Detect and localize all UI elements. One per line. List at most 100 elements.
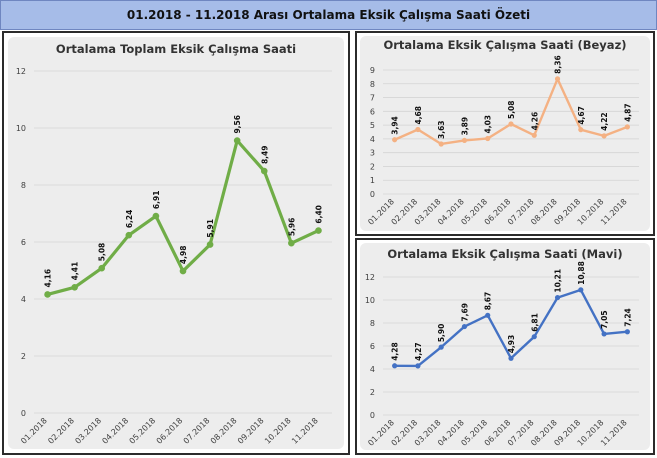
y-tick-label: 8 (370, 80, 375, 89)
y-tick-label: 2 (21, 352, 26, 361)
y-tick-label: 12 (16, 67, 26, 76)
data-point (44, 291, 51, 298)
y-tick-label: 6 (370, 342, 375, 351)
data-label: 4,93 (507, 335, 516, 354)
plot-background (8, 37, 344, 449)
data-label: 4,16 (44, 269, 53, 288)
data-point (415, 363, 421, 369)
data-label: 6,40 (314, 205, 323, 224)
data-point (624, 329, 630, 335)
data-label: 4,26 (530, 112, 539, 131)
y-tick-label: 10 (365, 296, 375, 305)
data-point (392, 363, 398, 369)
data-label: 4,41 (71, 262, 80, 281)
data-label: 10,21 (554, 269, 563, 293)
data-label: 9,56 (233, 115, 242, 134)
y-tick-label: 1 (370, 176, 375, 185)
y-tick-label: 0 (370, 190, 375, 199)
data-point (601, 331, 607, 337)
data-point (71, 284, 78, 291)
y-tick-label: 4 (370, 135, 375, 144)
data-label: 6,81 (530, 313, 539, 332)
data-label: 6,24 (125, 210, 134, 229)
data-point (260, 167, 268, 175)
y-tick-label: 5 (370, 121, 375, 130)
chart-title: Ortalama Eksik Çalışma Saati (Mavi) (387, 247, 622, 261)
data-point (531, 132, 537, 138)
data-point (554, 76, 561, 82)
y-tick-label: 2 (370, 162, 375, 171)
y-tick-label: 0 (21, 409, 26, 418)
data-label: 4,98 (179, 246, 188, 265)
chart-total: Ortalama Toplam Eksik Çalışma Saati 0 2 4 6 8… (8, 37, 344, 449)
data-point (485, 312, 491, 318)
page-title: 01.2018 - 11.2018 Arası Ortalama Eksik Ç… (126, 8, 531, 22)
data-point (601, 133, 607, 139)
data-point (415, 126, 421, 133)
data-label: 8,67 (484, 292, 493, 311)
data-label: 8,36 (554, 55, 563, 74)
y-tick-label: 3 (370, 149, 375, 158)
data-label: 5,91 (206, 219, 215, 238)
data-label: 6,91 (152, 191, 161, 210)
y-tick-label: 4 (21, 295, 26, 304)
y-tick-label: 12 (365, 273, 375, 282)
data-point (624, 124, 630, 130)
chart-title: Ortalama Toplam Eksik Çalışma Saati (56, 42, 296, 56)
chart-title: Ortalama Eksik Çalışma Saati (Beyaz) (383, 38, 626, 52)
chart-panel-total: Ortalama Toplam Eksik Çalışma Saati 0 2 4 6 8… (2, 31, 350, 455)
y-tick-label: 9 (370, 66, 375, 75)
data-point (508, 355, 514, 361)
y-tick-label: 6 (370, 107, 375, 116)
data-label: 3,63 (437, 120, 446, 139)
data-point (508, 121, 514, 127)
data-label: 4,87 (623, 103, 632, 122)
page-banner: 01.2018 - 11.2018 Arası Ortalama Eksik Ç… (0, 0, 657, 30)
data-label: 7,69 (460, 303, 469, 322)
y-tick-label: 0 (370, 411, 375, 420)
data-point (206, 241, 214, 248)
data-point (179, 267, 187, 275)
data-point (125, 231, 133, 239)
data-point (288, 239, 295, 247)
data-label: 7,05 (600, 310, 609, 329)
data-point (315, 227, 322, 234)
data-point (98, 264, 106, 272)
data-point (531, 334, 537, 340)
data-point (392, 137, 398, 143)
data-label: 4,27 (414, 342, 423, 361)
data-label: 5,96 (287, 218, 296, 237)
y-tick-label: 8 (21, 181, 26, 190)
data-label: 3,94 (391, 116, 400, 135)
y-tick-label: 4 (370, 365, 375, 374)
data-label: 3,89 (460, 117, 469, 136)
y-tick-label: 2 (370, 388, 375, 397)
plot-background (360, 36, 650, 231)
data-label: 4,68 (414, 106, 423, 125)
data-label: 5,08 (98, 243, 107, 262)
data-point (578, 287, 584, 293)
chart-mavi: Ortalama Eksik Çalışma Saati (Mavi) 0 2 4 6 8… (360, 243, 650, 450)
data-label: 4,03 (484, 115, 493, 134)
data-label: 7,24 (623, 308, 632, 327)
data-point (554, 294, 561, 301)
y-tick-label: 8 (370, 319, 375, 328)
data-label: 5,90 (437, 324, 446, 343)
data-point (578, 127, 584, 133)
y-tick-label: 6 (21, 238, 26, 247)
y-tick-label: 7 (370, 94, 375, 103)
data-label: 4,22 (600, 112, 609, 131)
y-tick-label: 10 (16, 124, 26, 133)
data-point (152, 212, 160, 220)
chart-beyaz: Ortalama Eksik Çalışma Saati (Beyaz) 0 1 2 3… (360, 36, 650, 231)
data-label: 5,08 (507, 100, 516, 119)
data-point (461, 137, 468, 144)
data-point (438, 344, 444, 350)
data-point (485, 135, 491, 142)
chart-panel-mavi: Ortalama Eksik Çalışma Saati (Mavi) 0 2 4 6 8… (355, 238, 655, 455)
data-label: 4,67 (577, 106, 586, 125)
data-point (233, 137, 241, 144)
chart-panel-beyaz: Ortalama Eksik Çalışma Saati (Beyaz) 0 1 2 3… (355, 31, 655, 236)
data-label: 10,88 (577, 261, 586, 285)
data-label: 8,49 (260, 146, 269, 165)
